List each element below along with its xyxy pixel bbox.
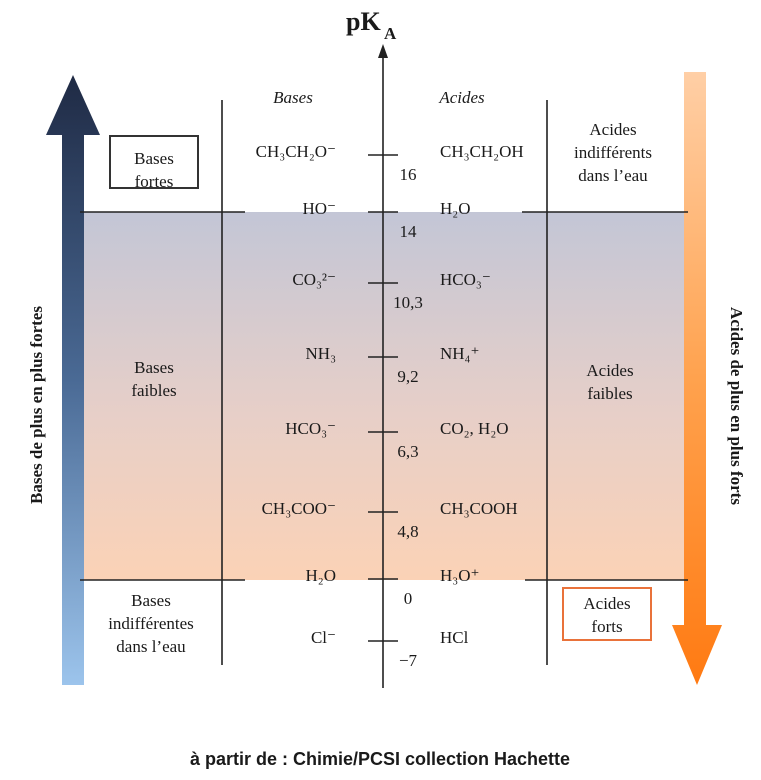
weak-zone — [80, 212, 688, 580]
region-label: faibles — [131, 381, 176, 400]
column-header: Bases — [273, 88, 313, 107]
axis-arrowhead — [378, 44, 388, 58]
base: Cl⁻ — [311, 628, 336, 647]
acid: NH₄⁺ — [440, 344, 479, 363]
base: HO⁻ — [302, 199, 336, 218]
pka-label: 16 — [400, 165, 417, 184]
footer: à partir de : Chimie/PCSI collection Hac… — [190, 749, 570, 769]
region-label: Bases — [131, 591, 171, 610]
acid: CH₃CH₂OH — [440, 142, 524, 161]
pka-label: 9,2 — [397, 367, 418, 386]
region-label: fortes — [135, 172, 174, 191]
pka-label: 14 — [400, 222, 418, 241]
base: HCO₃⁻ — [285, 419, 336, 438]
pka-label: 6,3 — [397, 442, 418, 461]
region-label: faibles — [587, 384, 632, 403]
pka-label: −7 — [399, 651, 418, 670]
region-label: indifférents — [574, 143, 652, 162]
base: CH₃CH₂O⁻ — [256, 142, 336, 161]
base: NH₃ — [306, 344, 337, 363]
region-label: Acides — [583, 594, 630, 613]
pka-label: 0 — [404, 589, 413, 608]
acid: HCl — [440, 628, 469, 647]
column-header: Acides — [438, 88, 485, 107]
pka-label: 4,8 — [397, 522, 418, 541]
arrow-label: Acides de plus en plus forts — [727, 307, 746, 505]
title-sub: A — [384, 24, 397, 43]
base: H₂O — [306, 566, 336, 585]
region-label: dans l’eau — [116, 637, 186, 656]
base: CH₃COO⁻ — [262, 499, 336, 518]
right-arrow — [672, 72, 722, 685]
region-label: indifférentes — [108, 614, 194, 633]
title: pK — [346, 7, 381, 36]
region-label: Bases — [134, 358, 174, 377]
left-arrow — [46, 75, 100, 685]
acid: CO₂, H₂O — [440, 419, 509, 438]
acid: H₃O⁺ — [440, 566, 479, 585]
arrow-label: Bases de plus en plus fortes — [27, 306, 46, 504]
base: CO₃²⁻ — [292, 270, 336, 289]
box — [109, 135, 199, 189]
box — [562, 587, 652, 641]
region-label: Bases — [134, 149, 174, 168]
region-label: Acides — [586, 361, 633, 380]
acid: H₂O — [440, 199, 470, 218]
region-label: Acides — [589, 120, 636, 139]
region-label: forts — [591, 617, 622, 636]
region-label: dans l’eau — [578, 166, 648, 185]
acid: HCO₃⁻ — [440, 270, 491, 289]
pka-label: 10,3 — [393, 293, 423, 312]
acid: CH₃COOH — [440, 499, 518, 518]
